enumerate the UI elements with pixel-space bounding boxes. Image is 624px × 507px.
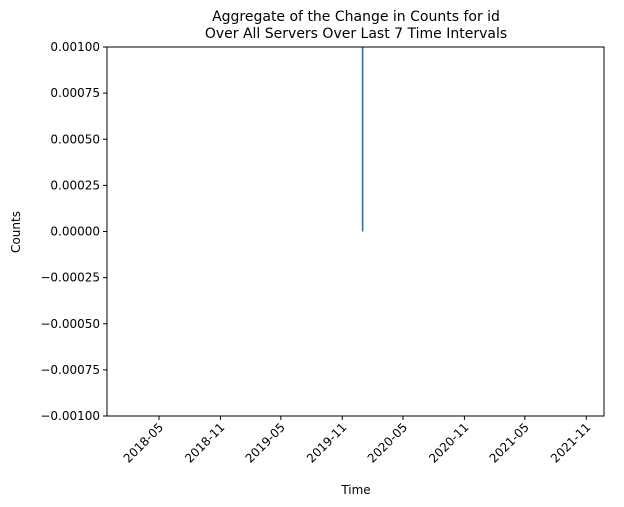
y-tick-label: −0.00100 [40, 409, 100, 423]
chart-title-line-1: Aggregate of the Change in Counts for id [212, 9, 500, 25]
y-tick-label: −0.00025 [40, 271, 100, 285]
y-axis: 0.00100 0.00075 0.00050 0.00025 0.00000 −0.00… [40, 40, 107, 423]
y-tick-label: −0.00075 [40, 363, 100, 377]
y-tick-label: 0.00075 [50, 86, 100, 100]
x-axis-label: Time [340, 483, 370, 497]
chart-title-line-2: Over All Servers Over Last 7 Time Interv… [205, 26, 507, 42]
y-axis-label: Counts [9, 211, 23, 253]
y-tick-label: 0.00050 [50, 132, 100, 146]
y-tick-label: −0.00050 [40, 317, 100, 331]
y-tick-label: 0.00100 [50, 40, 100, 54]
y-tick-label: 0.00000 [50, 225, 100, 239]
y-tick-label: 0.00025 [50, 178, 100, 192]
